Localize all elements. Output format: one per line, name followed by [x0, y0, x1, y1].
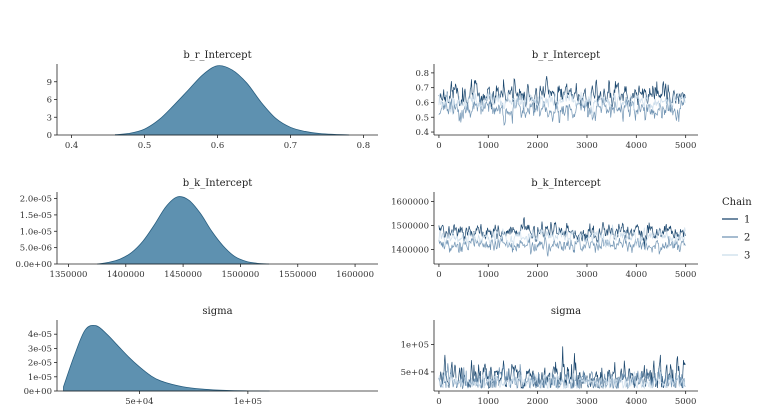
x-tick-label: 0: [436, 397, 441, 407]
y-tick-label: 0.5: [415, 113, 429, 123]
x-tick-label: 0.6: [211, 141, 225, 151]
x-tick-label: 4000: [625, 270, 647, 280]
y-tick-label: 2.0e-05: [20, 195, 52, 205]
x-tick-label: 1350000: [50, 270, 88, 280]
density-area: [114, 65, 350, 136]
y-tick-label: 1e+05: [401, 341, 429, 351]
trace-line-chain-3: [438, 89, 686, 116]
x-tick-label: 0.5: [138, 141, 152, 151]
y-tick-label: 0.8: [415, 69, 429, 79]
x-tick-label: 2000: [527, 397, 549, 407]
density-b_r-panel: 0.4 0.5 0.6 0.7 0.8 0 3 6 9 b_r_Intercept: [47, 50, 378, 151]
y-tick-label: 0.4: [415, 128, 429, 138]
x-tick-label: 1450000: [164, 270, 202, 280]
y-tick-label: 0.7: [415, 84, 429, 94]
legend-title: Chain: [722, 197, 752, 208]
y-tick-label: 6: [47, 96, 52, 106]
legend: Chain 1 2 3: [722, 197, 752, 262]
x-tick-label: 3000: [576, 270, 598, 280]
trace-sigma-panel: 0 1000 2000 3000 4000 5000 5e+04 1e+05 sigma: [401, 306, 698, 407]
x-tick-label: 0.4: [65, 141, 79, 151]
y-tick-label: 1.5e-05: [20, 211, 52, 221]
y-tick-label: 1500000: [391, 222, 429, 232]
x-tick-label: 4000: [625, 141, 647, 151]
x-tick-label: 4000: [625, 397, 647, 407]
x-tick-label: 1500000: [221, 270, 259, 280]
panel-title: sigma: [551, 306, 581, 317]
x-tick-label: 2000: [527, 141, 549, 151]
panel-title: b_k_Intercept: [183, 178, 253, 189]
density-sigma-panel: 5e+04 1e+05 0e+00 1e-05 2e-05 3e-05 4e-05 sigma: [24, 306, 378, 407]
legend-label: 1: [744, 215, 750, 226]
x-tick-label: 5e+04: [125, 397, 153, 407]
y-tick-label: 4e-05: [28, 330, 52, 340]
density-b_k-panel: 1350000 1400000 1450000 1500000 1550000 16000…: [16, 178, 378, 280]
trace-b_k-panel: 0 1000 2000 3000 4000 5000 1400000 1500000 16000…: [391, 178, 698, 280]
x-tick-label: 1600000: [336, 270, 374, 280]
y-tick-label: 5.0e-06: [20, 244, 52, 254]
y-tick-label: 0.0e+00: [16, 260, 53, 270]
x-tick-label: 3000: [576, 141, 598, 151]
y-tick-label: 3: [47, 113, 52, 123]
trace-line-chain-2: [438, 235, 686, 257]
x-tick-label: 1000: [477, 397, 499, 407]
trace-line-chain-1: [438, 346, 686, 390]
trace-b_r-panel: 0 1000 2000 3000 4000 5000 0.4 0.5 0.6 0.7 0.8 b_r_…: [415, 50, 698, 151]
y-tick-label: 1400000: [391, 246, 429, 256]
x-tick-label: 0: [436, 270, 441, 280]
y-tick-label: 3e-05: [28, 344, 52, 354]
x-tick-label: 1550000: [279, 270, 317, 280]
y-tick-label: 1e-05: [28, 373, 52, 383]
y-tick-label: 1600000: [391, 198, 429, 208]
density-area: [97, 196, 270, 265]
x-tick-label: 0.8: [357, 141, 371, 151]
trace-line-chain-2: [438, 363, 686, 390]
trace-line-chain-2: [438, 94, 686, 126]
x-tick-label: 5000: [675, 270, 697, 280]
x-tick-label: 2000: [527, 270, 549, 280]
y-tick-label: 0.6: [415, 98, 429, 108]
x-tick-label: 1e+05: [234, 397, 262, 407]
y-tick-label: 0: [47, 131, 52, 141]
panel-title: b_r_Intercept: [183, 50, 251, 61]
trace-line-chain-3: [438, 371, 686, 390]
panel-title: b_r_Intercept: [532, 50, 600, 61]
x-tick-label: 5000: [675, 397, 697, 407]
x-tick-label: 1400000: [107, 270, 145, 280]
x-tick-label: 3000: [576, 397, 598, 407]
legend-label: 3: [744, 251, 750, 262]
y-tick-label: 0e+00: [24, 387, 52, 397]
trace-line-chain-1: [438, 75, 686, 112]
x-tick-label: 5000: [675, 141, 697, 151]
x-tick-label: 1000: [477, 141, 499, 151]
trace-line-chain-3: [438, 224, 686, 249]
x-tick-label: 1000: [477, 270, 499, 280]
y-tick-label: 1.0e-05: [20, 227, 52, 237]
panel-title: b_k_Intercept: [531, 178, 601, 189]
panel-title: sigma: [202, 306, 232, 317]
legend-label: 2: [744, 233, 750, 244]
density-area: [63, 324, 270, 392]
y-tick-label: 2e-05: [28, 359, 52, 369]
x-tick-label: 0: [436, 141, 441, 151]
x-tick-label: 0.7: [284, 141, 298, 151]
y-tick-label: 5e+04: [401, 368, 429, 378]
y-tick-label: 9: [47, 78, 52, 88]
